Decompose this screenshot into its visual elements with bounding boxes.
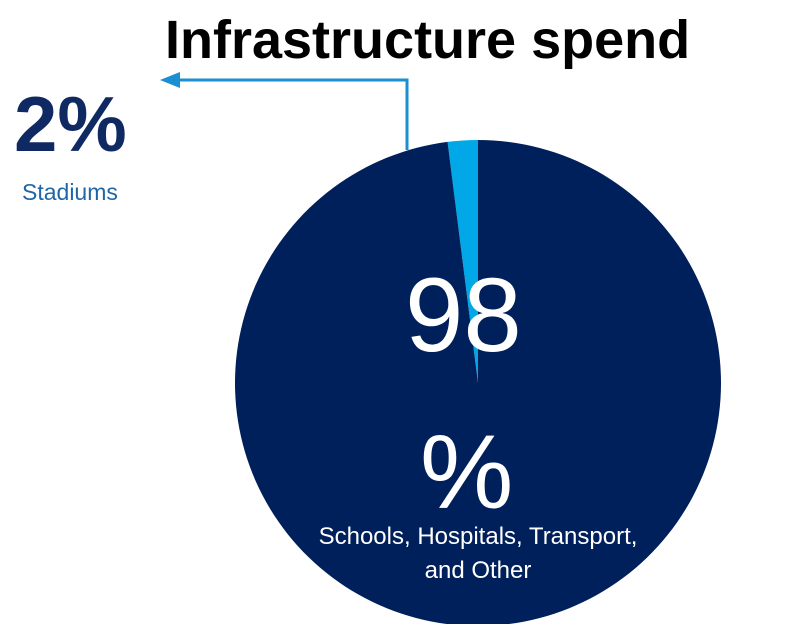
large-slice-percent-sign: % [420, 414, 514, 531]
callout-arrowhead [160, 72, 180, 88]
callout-line [178, 78, 409, 150]
small-slice-category: Stadiums [22, 179, 118, 205]
small-slice-percent: 2% [14, 80, 127, 168]
chart-title: Infrastructure spend [165, 10, 691, 70]
pie-slices [235, 140, 721, 624]
large-slice-percent-number: 98 [405, 257, 522, 374]
pie-slice-1 [235, 140, 721, 624]
pie-slice-0 [447, 140, 478, 383]
stadiums-callout [160, 72, 409, 150]
large-slice-category: Schools, Hospitals, Transport, and Other [318, 523, 638, 584]
